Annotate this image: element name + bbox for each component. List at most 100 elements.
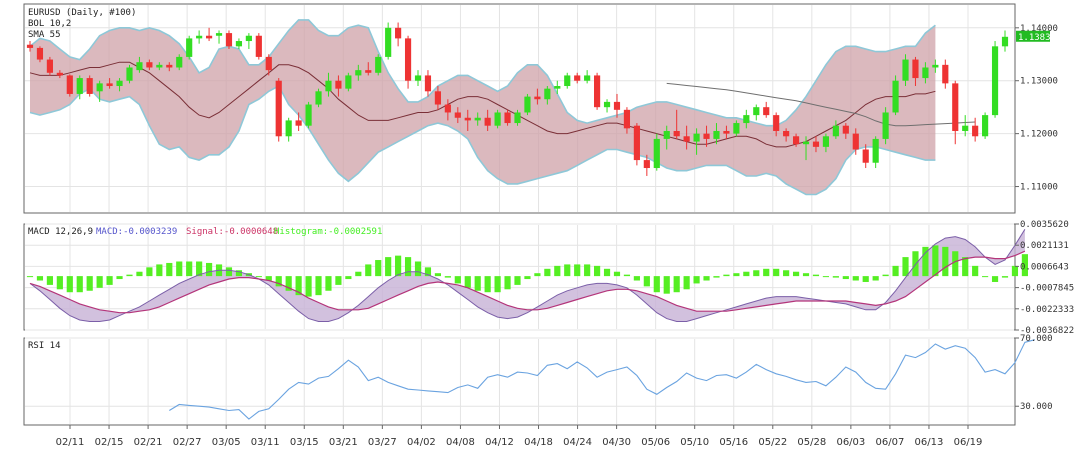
macd-histogram-bar <box>385 257 392 277</box>
macd-histogram-bar <box>982 276 989 278</box>
macd-plot <box>26 229 1028 322</box>
bollinger-middle-line <box>29 61 936 148</box>
candle-body-up <box>355 70 362 76</box>
macd-histogram-bar <box>414 261 422 277</box>
candle-body-up <box>882 112 889 139</box>
macd-histogram-bar <box>484 276 491 293</box>
macd-histogram-bar <box>952 251 959 277</box>
candle-body-up <box>235 41 243 47</box>
candle-body-down <box>623 109 631 129</box>
macd-histogram-bar <box>395 255 402 277</box>
macd-legend-histogram: Histogram:-0.0002591 <box>274 227 382 237</box>
x-tick-label: 03/05 <box>212 437 241 448</box>
candle-body-down <box>146 62 153 68</box>
macd-histogram-bar <box>743 271 750 277</box>
macd-histogram-bar <box>375 260 382 277</box>
macd-histogram-bar <box>663 276 670 294</box>
y-tick-label: -0.0022333 <box>1020 305 1074 315</box>
candle-body-up <box>544 88 551 100</box>
candle-body-down <box>912 59 919 79</box>
macd-histogram-bar <box>753 270 760 277</box>
candle-body-up <box>325 80 332 92</box>
x-tick-label: 06/13 <box>915 437 944 448</box>
macd-histogram-bar <box>792 271 800 277</box>
macd-histogram-bar <box>763 268 770 277</box>
candle-body-up <box>832 125 839 137</box>
rsi-y-axis: 70.000 30.000 <box>1015 334 1053 412</box>
candle-body-up <box>962 125 969 131</box>
macd-histogram-bar <box>404 257 412 277</box>
candle-body-down <box>613 101 621 110</box>
candle-body-up <box>603 101 611 108</box>
candle-body-up <box>663 130 670 139</box>
macd-line <box>29 229 1026 322</box>
candle-body-up <box>156 64 163 68</box>
x-tick-label: 03/27 <box>368 437 397 448</box>
candle-body-down <box>275 80 282 137</box>
candle-body-up <box>385 27 392 57</box>
candle-body-down <box>763 107 770 116</box>
candle-body-down <box>365 70 372 73</box>
candle-body-down <box>295 120 302 126</box>
macd-histogram-bar <box>832 276 839 278</box>
macd-histogram-bar <box>46 276 53 285</box>
y-tick-label: -0.0007845 <box>1020 284 1074 294</box>
candle-body-down <box>504 112 511 124</box>
candle-body-up <box>285 120 292 137</box>
macd-histogram-bar <box>335 276 342 285</box>
macd-histogram-bar <box>454 276 461 284</box>
y-tick-label: 0.0006643 <box>1020 262 1069 272</box>
sma-label: SMA 55 <box>28 30 61 40</box>
sma-55-line <box>666 82 976 127</box>
candle-body-up <box>514 112 521 124</box>
macd-signal-fill <box>30 229 1025 322</box>
candle-body-down <box>26 44 34 48</box>
x-tick-label: 06/07 <box>875 437 904 448</box>
candle-body-down <box>773 115 780 131</box>
macd-y-axis: 0.0035620 0.0021131 0.0006643 -0.0007845 -0.… <box>1015 220 1074 336</box>
macd-histogram-bar <box>196 261 203 277</box>
rsi-plot <box>169 339 1035 420</box>
macd-histogram-bar <box>892 265 899 277</box>
y-tick-label: 1.13000 <box>1020 77 1058 87</box>
candle-body-down <box>942 64 949 84</box>
bollinger-band-fill <box>30 19 936 195</box>
macd-histogram-bar <box>564 264 571 277</box>
macd-histogram-bar <box>524 276 531 280</box>
macd-histogram-bar <box>26 276 34 278</box>
candle-body-down <box>205 35 213 39</box>
candle-body-down <box>862 149 869 163</box>
signal-line <box>29 250 1026 314</box>
macd-histogram-bar <box>554 265 561 277</box>
macd-histogram-bar <box>991 276 999 282</box>
macd-histogram-bar <box>355 271 362 277</box>
macd-histogram-bar <box>812 274 820 277</box>
candle-body-down <box>972 125 979 137</box>
x-tick-label: 02/11 <box>56 437 85 448</box>
candle-body-up <box>116 80 123 87</box>
candle-body-down <box>574 75 581 81</box>
macd-histogram-bar <box>36 276 44 281</box>
macd-histogram-bar <box>285 276 292 291</box>
candle-body-up <box>136 62 143 71</box>
macd-histogram-bar <box>295 276 302 296</box>
macd-histogram-bar <box>852 276 859 281</box>
candle-body-up <box>743 115 750 124</box>
macd-histogram-bar <box>594 265 601 277</box>
macd-legend-macd: MACD:-0.0003239 <box>96 227 177 237</box>
price-plot <box>26 19 1009 196</box>
candle-body-up <box>76 78 83 94</box>
macd-histogram-bar <box>783 270 790 277</box>
macd-histogram-bar <box>822 276 830 278</box>
macd-histogram-bar <box>275 276 282 287</box>
y-tick-label: 30.000 <box>1020 402 1053 412</box>
macd-histogram-bar <box>434 273 441 277</box>
macd-histogram-bar <box>673 276 680 293</box>
x-tick-label: 03/15 <box>290 437 319 448</box>
candle-body-down <box>225 33 233 47</box>
rsi-grid <box>25 337 1014 424</box>
candle-body-up <box>186 38 193 57</box>
candle-body-up <box>96 83 103 92</box>
macd-histogram-bar <box>1001 276 1009 278</box>
